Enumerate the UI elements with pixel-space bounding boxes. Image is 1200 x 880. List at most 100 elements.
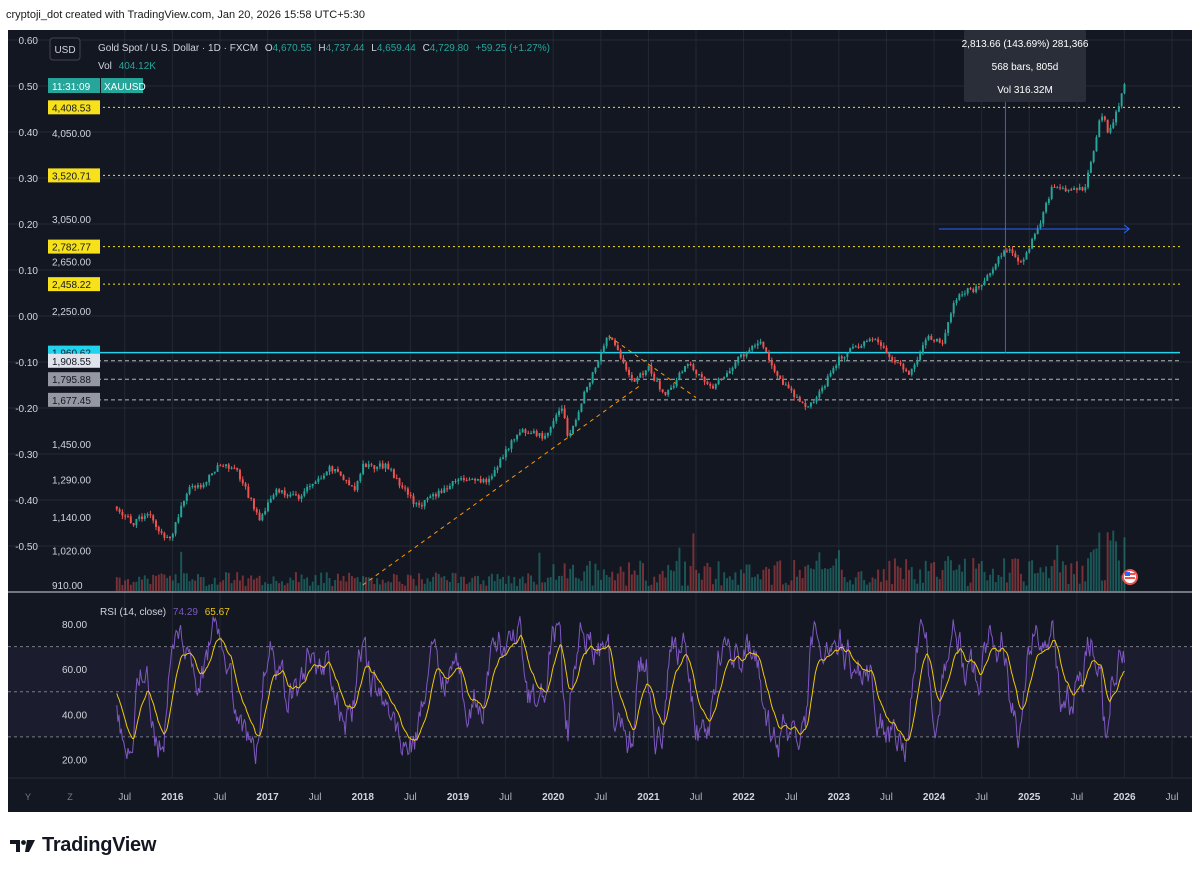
volume-bar [479, 584, 482, 592]
candle [882, 345, 885, 348]
x-axis-tick-label: Jul [1166, 792, 1179, 803]
candle [712, 385, 714, 389]
candle [745, 352, 748, 357]
price-axis-tick-label: 2,250.00 [52, 307, 91, 318]
candle [373, 465, 376, 469]
volume-bar [826, 568, 829, 592]
candle [227, 464, 230, 469]
volume-bar [963, 558, 966, 592]
scale-button-y[interactable]: Y [25, 792, 31, 802]
volume-bar [583, 571, 586, 592]
candle [1112, 122, 1115, 128]
chart-frame[interactable]: 4,408.533,520.712,782.772,458.221,960.62… [8, 30, 1192, 812]
volume-bar [552, 564, 555, 592]
left-axis-tick-label: -0.50 [15, 542, 38, 553]
x-axis-tick-label: 2025 [1018, 792, 1041, 803]
candle [504, 449, 507, 458]
price-axis-tick-label: 1,450.00 [52, 440, 91, 451]
volume-bar [605, 575, 608, 592]
volume-bar [342, 575, 345, 592]
volume-bar [252, 579, 255, 592]
measure-tooltip-line2: 568 bars, 805d [992, 62, 1059, 73]
volume-bar [588, 560, 591, 592]
volume-bar [1120, 575, 1123, 592]
candle [1028, 248, 1031, 253]
candle [815, 397, 818, 402]
candle [392, 469, 395, 478]
candle [670, 387, 672, 390]
volume-bar [849, 580, 852, 592]
volume-bar [180, 551, 183, 592]
volume-bar [1045, 566, 1048, 592]
left-axis-tick-label: -0.30 [15, 450, 38, 461]
volume-bar [1028, 561, 1031, 592]
volume-bar [127, 579, 129, 592]
candle [1101, 116, 1104, 121]
volume-bar [916, 583, 919, 592]
volume-bar [664, 577, 667, 592]
price-axis-tick-label: 3,050.00 [52, 215, 91, 226]
volume-bar [255, 577, 258, 592]
volume-bar [482, 580, 485, 592]
currency-button[interactable] [49, 37, 81, 61]
currency-button-label[interactable]: USD [54, 45, 75, 56]
scale-button-z[interactable]: Z [67, 792, 73, 802]
price-chart[interactable]: 4,408.533,520.712,782.772,458.221,960.62… [8, 30, 1192, 812]
volume-bar [1109, 540, 1112, 592]
volume-bar [737, 584, 740, 592]
volume-bar [493, 581, 496, 592]
candle [837, 356, 840, 366]
candle [935, 338, 938, 342]
tradingview-logo[interactable]: TradingView [10, 834, 156, 857]
volume-bar [879, 581, 882, 592]
candle [580, 403, 583, 412]
candle [496, 467, 499, 471]
candle [115, 506, 118, 510]
legend-high: 4,737.44 [326, 43, 365, 54]
candle [462, 478, 465, 481]
candle [823, 386, 826, 388]
legend-o-label: O [265, 43, 273, 54]
candle [283, 490, 286, 496]
candle [857, 346, 860, 348]
candle [1061, 188, 1064, 190]
volume-bar [958, 564, 961, 592]
candle [1084, 187, 1087, 191]
candle [933, 339, 936, 342]
volume-bar [468, 582, 471, 592]
candle [1123, 84, 1126, 94]
candle [499, 458, 502, 468]
candle [163, 532, 166, 538]
candle [622, 358, 625, 363]
candle [972, 289, 975, 293]
volume-bar [314, 575, 317, 592]
x-axis-tick-label: 2017 [256, 792, 279, 803]
candle [166, 537, 169, 539]
volume-bar [762, 569, 765, 592]
us-flag-icon[interactable] [1122, 569, 1138, 585]
candle [863, 341, 866, 346]
candle [1005, 250, 1008, 252]
candle [1031, 238, 1034, 249]
volume-bar [955, 569, 958, 592]
volume-bar [1033, 573, 1036, 592]
candle [989, 273, 992, 276]
volume-bar [756, 574, 759, 592]
volume-bar [591, 585, 594, 592]
candle [149, 514, 152, 516]
candle [138, 516, 141, 519]
volume-bar [334, 580, 337, 592]
volume-bar [345, 581, 348, 592]
volume-bar [770, 584, 773, 592]
candle [731, 367, 734, 372]
candle [188, 487, 191, 494]
left-axis-tick-label: -0.20 [15, 404, 38, 415]
volume-bar [213, 577, 216, 592]
volume-bar [888, 560, 891, 592]
candle [723, 376, 726, 379]
tradingview-brand: TradingView [42, 834, 157, 856]
volume-bar [854, 577, 857, 592]
x-axis-tick-label: Jul [214, 792, 227, 803]
price-level-label: 2,458.22 [52, 280, 91, 291]
volume-bar [521, 576, 524, 592]
